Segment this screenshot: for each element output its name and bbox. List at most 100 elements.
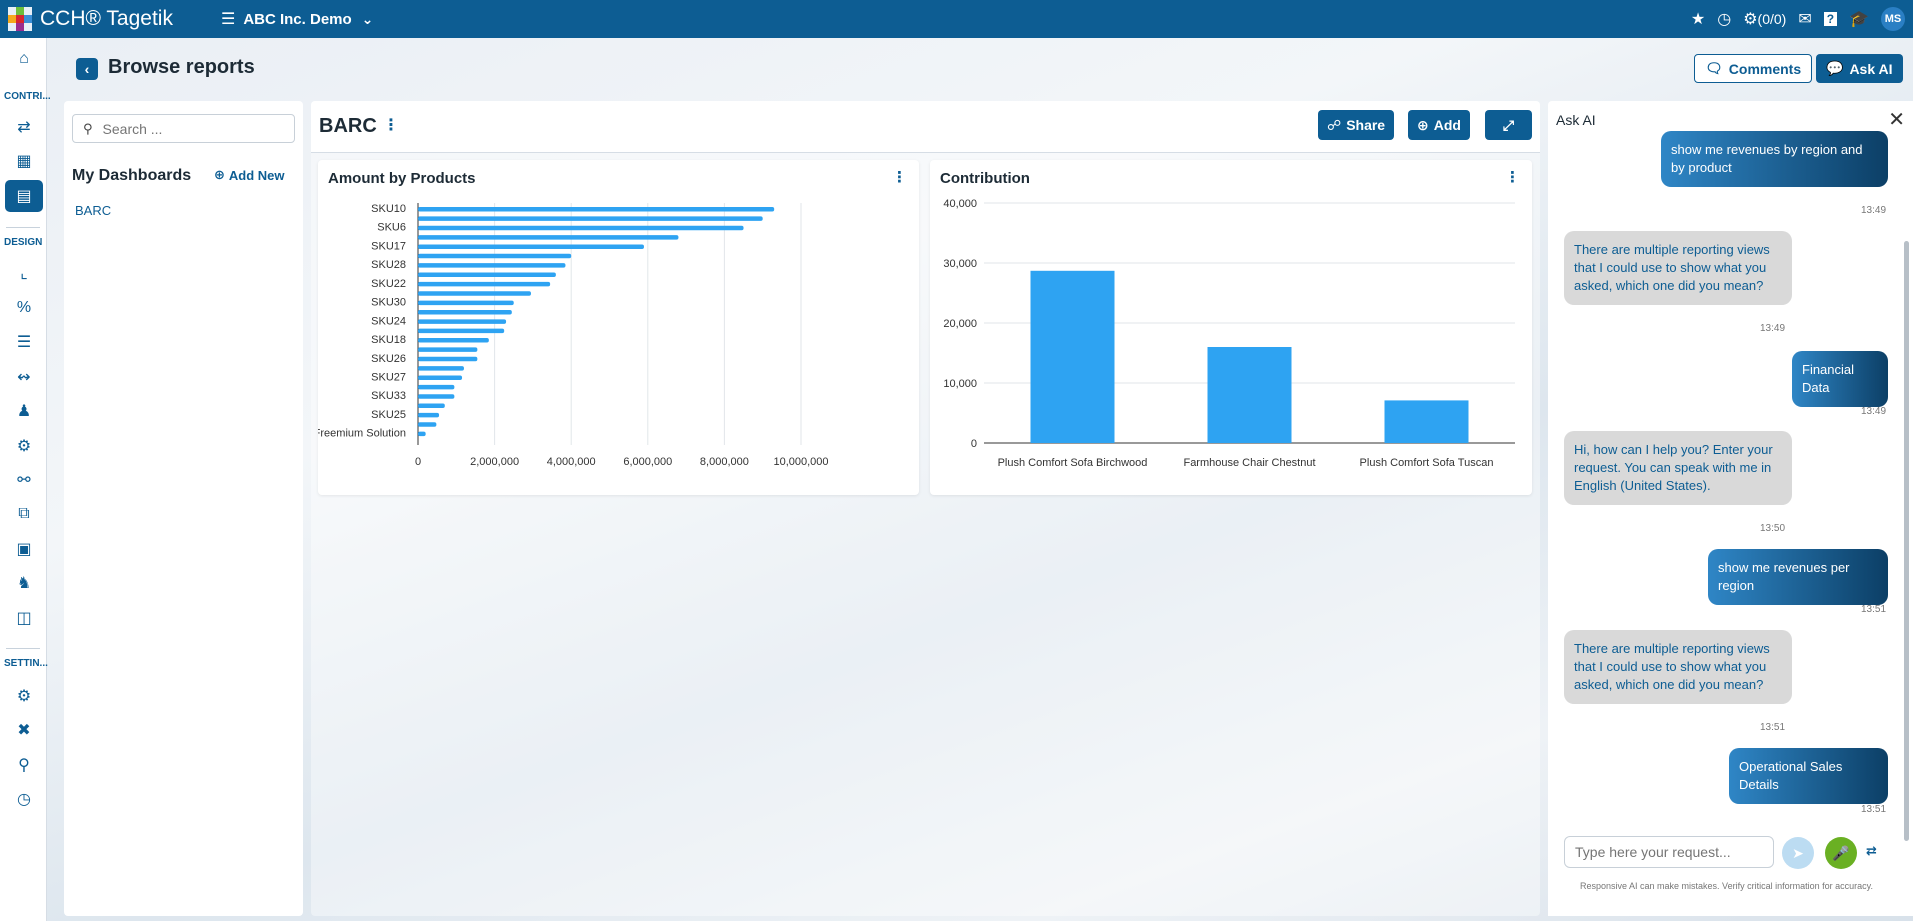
chat-scrollbar[interactable]	[1904, 241, 1909, 841]
server-icon[interactable]: ◫	[16, 610, 32, 627]
bar	[418, 384, 455, 390]
hierarchy-icon[interactable]: ⚯	[17, 472, 31, 489]
brand[interactable]: CCH® Tagetik	[8, 7, 173, 31]
expand-button[interactable]: ⤢	[1485, 110, 1532, 140]
add-new-button[interactable]: ⊕ Add New	[214, 167, 285, 183]
mail-icon[interactable]: ✉	[1798, 11, 1812, 28]
layers-icon[interactable]: ☰	[16, 334, 32, 351]
share-button[interactable]: ☍ Share	[1318, 110, 1395, 140]
schedule-icon[interactable]: ◷	[17, 791, 31, 808]
rail-divider	[6, 227, 40, 228]
widget-menu-icon[interactable]: ⋮	[1505, 169, 1520, 186]
close-icon[interactable]: ✕	[1888, 109, 1905, 131]
chat-message-user: show me revenues per region	[1708, 549, 1888, 605]
avatar[interactable]: MS	[1881, 7, 1905, 31]
y-tick-label: SKU26	[371, 353, 406, 365]
environment-selector[interactable]: ☰ ABC Inc. Demo ⌄	[221, 9, 373, 29]
top-actions: ★ ◷ ⚙(0/0) ✉ ? 🎓 MS	[1691, 0, 1905, 38]
dashboard-menu-icon[interactable]: ⋮	[383, 117, 399, 134]
y-tick-label: 0	[971, 438, 977, 450]
chat-input[interactable]	[1575, 844, 1765, 860]
tools-icon[interactable]: ✖	[17, 722, 31, 739]
search-input[interactable]	[102, 120, 263, 137]
tasks-icon[interactable]: ⚙(0/0)	[1743, 11, 1787, 28]
bar	[418, 216, 763, 221]
message-time: 13:49	[1760, 323, 1786, 334]
y-tick-label: SKU22	[371, 278, 406, 290]
y-tick-label: SKU25	[371, 409, 406, 421]
org-chart-icon[interactable]: ♞	[16, 575, 32, 592]
help-icon[interactable]: ?	[1823, 12, 1838, 26]
my-dashboards-heading: My Dashboards	[72, 167, 192, 184]
settings-gear-icon[interactable]: ⚙	[16, 688, 32, 705]
widget-title: Amount by Products	[328, 170, 476, 187]
bar	[418, 263, 566, 268]
bar	[418, 366, 464, 371]
bar	[418, 300, 514, 306]
chevron-down-icon: ⌄	[361, 10, 374, 27]
x-tick-label: Plush Comfort Sofa Tuscan	[1360, 457, 1494, 469]
audit-icon[interactable]: ⚲	[18, 757, 30, 774]
reports-icon[interactable]: ▤	[5, 180, 43, 212]
bar	[418, 291, 531, 296]
translate-icon[interactable]: ⇄	[1866, 843, 1877, 858]
y-tick-label: SKU27	[371, 371, 406, 383]
chat-message-bot: There are multiple reporting views that …	[1564, 630, 1792, 704]
microphone-button[interactable]: 🎤	[1825, 837, 1857, 869]
gears-icon[interactable]: ⚙	[16, 438, 32, 455]
send-button[interactable]: ➤	[1782, 837, 1814, 869]
x-tick-label: Plush Comfort Sofa Birchwood	[998, 457, 1148, 469]
environment-name: ABC Inc. Demo	[243, 10, 352, 28]
message-time: 13:49	[1861, 205, 1887, 216]
comments-label: Comments	[1728, 60, 1802, 77]
bar	[418, 235, 679, 240]
ai-disclaimer: Responsive AI can make mistakes. Verify …	[1580, 881, 1873, 891]
home-icon[interactable]: ⌂	[19, 50, 29, 67]
top-bar: CCH® Tagetik ☰ ABC Inc. Demo ⌄ ★ ◷ ⚙(0/0…	[0, 0, 1913, 38]
back-button[interactable]: ‹	[76, 58, 98, 80]
user-settings-icon[interactable]: ♟	[16, 403, 32, 420]
search-box[interactable]: ⚲	[72, 114, 295, 143]
comments-button[interactable]: 🗨 Comments	[1694, 54, 1813, 83]
clock-icon[interactable]: ◷	[1717, 11, 1732, 28]
ai-panel-title: Ask AI	[1556, 112, 1596, 128]
dashboard-item[interactable]: BARC	[75, 203, 112, 218]
chat-message-bot: There are multiple reporting views that …	[1564, 231, 1792, 305]
add-widget-button[interactable]: ⊕ Add	[1408, 110, 1470, 140]
workflow-icon[interactable]: ⇄	[17, 119, 31, 136]
academy-icon[interactable]: 🎓	[1849, 11, 1869, 28]
add-new-label: Add New	[228, 167, 285, 183]
share-icon: ☍	[1327, 116, 1342, 133]
bar	[418, 412, 440, 418]
axis-icon[interactable]: ⌞	[20, 265, 28, 282]
message-time: 13:49	[1861, 406, 1887, 417]
bar	[418, 309, 512, 315]
bar	[418, 244, 644, 249]
data-flow-icon[interactable]: ↭	[17, 369, 31, 386]
percent-icon[interactable]: %	[16, 299, 32, 316]
ask-ai-button[interactable]: 💬 Ask AI	[1816, 54, 1903, 83]
x-tick-label: 4,000,000	[547, 456, 596, 468]
y-tick-label: SKU18	[371, 334, 406, 346]
y-tick-label: 20,000	[943, 318, 977, 330]
y-tick-label: SKU28	[371, 259, 406, 271]
favorites-star-icon[interactable]: ★	[1690, 11, 1706, 28]
widget-menu-icon[interactable]: ⋮	[892, 169, 907, 186]
chat-input-box[interactable]	[1564, 836, 1774, 868]
dashboards-panel: ⚲ My Dashboards ⊕ Add New BARC	[64, 101, 303, 916]
y-tick-label: 10,000	[943, 378, 977, 390]
bar	[418, 422, 437, 427]
copy-icon[interactable]: ⧉	[18, 505, 30, 522]
calendar-icon[interactable]: ▦	[16, 153, 32, 170]
bar	[1207, 347, 1292, 443]
ask-ai-label: Ask AI	[1849, 60, 1893, 77]
message-time: 13:51	[1861, 804, 1887, 815]
y-tick-label: SKU30	[371, 297, 406, 309]
y-tick-label: SKU6	[377, 222, 406, 234]
rail-section-contribution: CONTRI...	[4, 91, 51, 102]
add-label: Add	[1433, 117, 1461, 133]
document-settings-icon[interactable]: ▣	[16, 541, 32, 558]
brand-name: CCH® Tagetik	[40, 7, 173, 30]
bar	[418, 431, 426, 437]
x-tick-label: Farmhouse Chair Chestnut	[1183, 457, 1315, 469]
